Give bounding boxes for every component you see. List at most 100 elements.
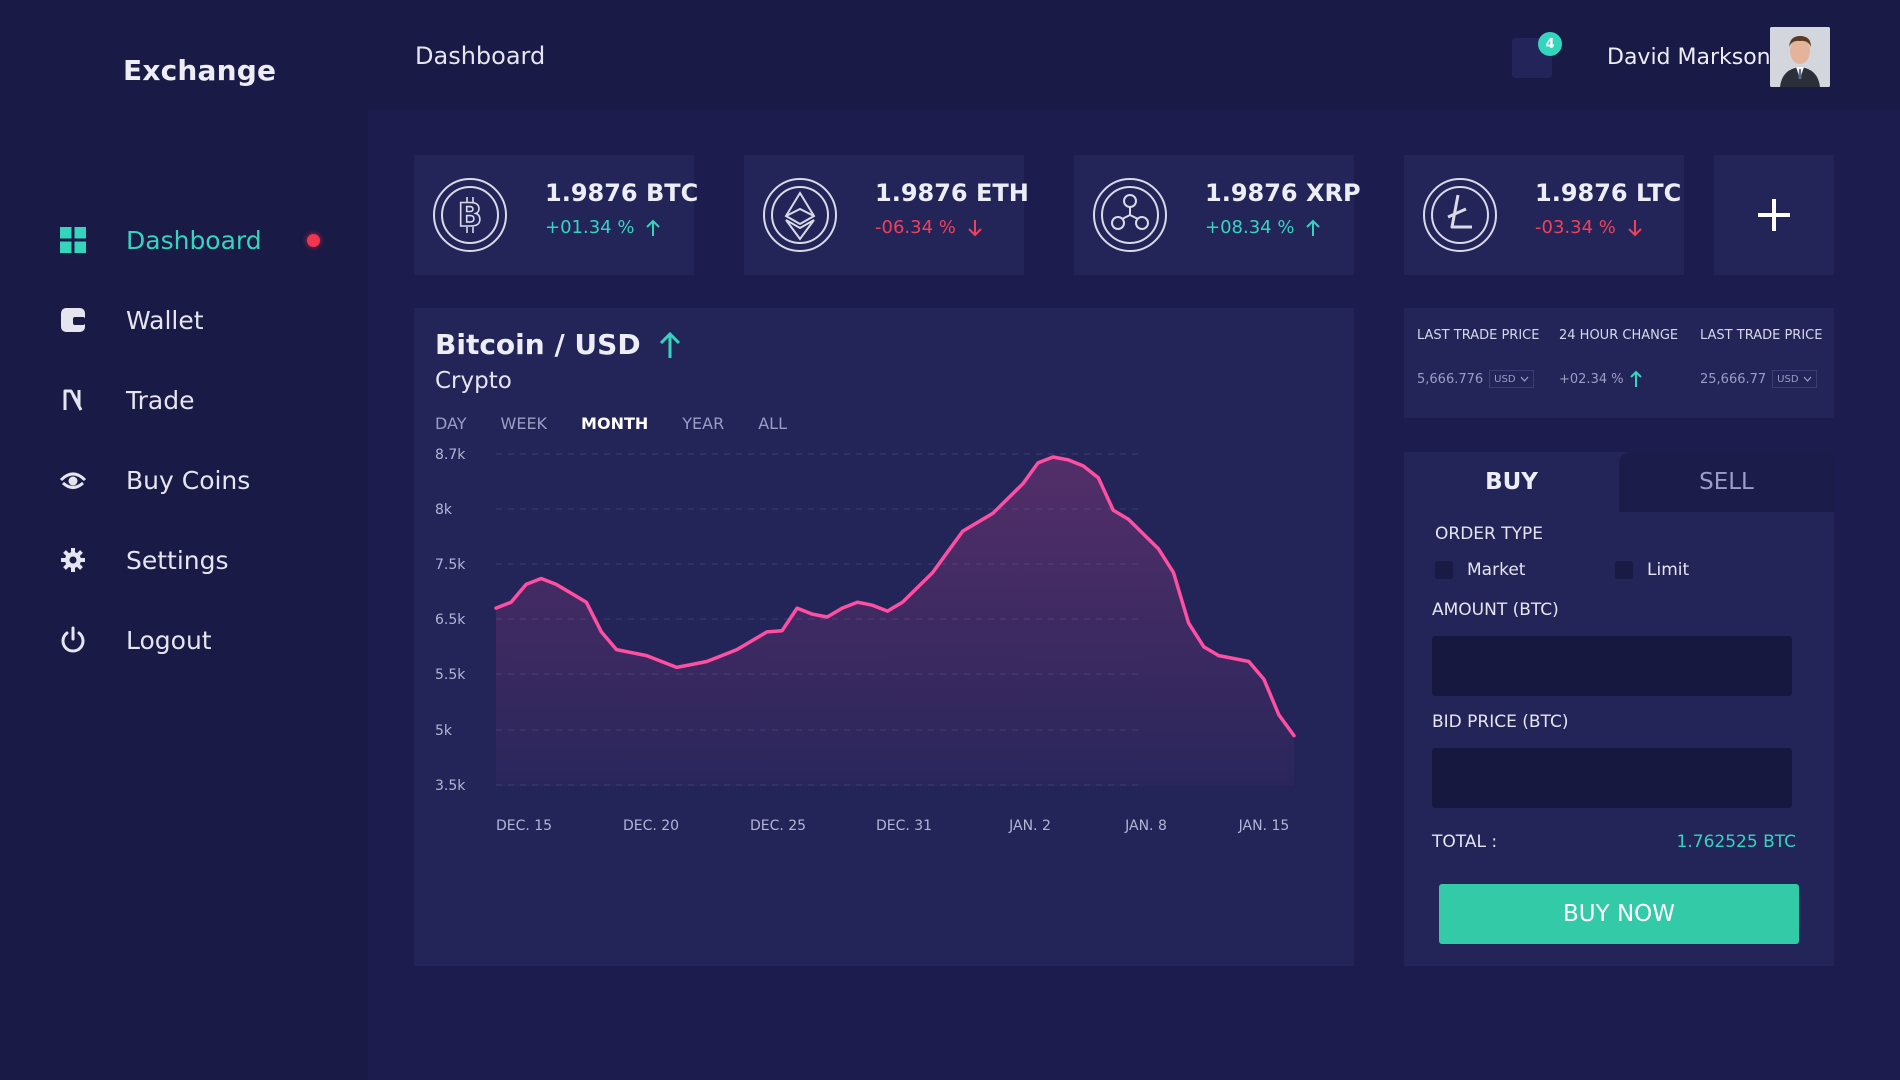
total-label: TOTAL :	[1432, 832, 1498, 852]
power-icon	[58, 625, 88, 655]
tab-sell[interactable]: SELL	[1619, 452, 1834, 512]
page-title: Dashboard	[415, 42, 546, 70]
bid-price-input[interactable]	[1432, 748, 1792, 808]
notification-button[interactable]: 4	[1512, 32, 1562, 78]
coin-change-value: +01.34 %	[545, 217, 635, 238]
sidebar-item-label: Wallet	[126, 305, 204, 335]
coin-change-value: -06.34 %	[875, 217, 956, 238]
coin-change-value: -03.34 %	[1535, 217, 1616, 238]
total-value: 1.762525 BTC	[1676, 832, 1796, 852]
price-chart-card: Bitcoin / USD Crypto DAY WEEK MONTH YEAR…	[414, 308, 1354, 966]
x-tick-label: DEC. 25	[750, 818, 806, 834]
eye-icon	[58, 465, 88, 495]
currency-select-value: USD	[1777, 373, 1799, 385]
buy-now-button[interactable]: BUY NOW	[1439, 884, 1799, 944]
coin-card-btc[interactable]: B 1.9876 BTC +01.34 %	[414, 155, 698, 275]
range-tab-month[interactable]: MONTH	[581, 414, 649, 433]
coin-value: 1.9876 LTC	[1535, 179, 1682, 207]
price-chart[interactable]: 8.7k 8k 7.5k 6.5k 5.5k 5k 3.5k DEC. 15 DEC. 20 DE…	[414, 448, 1354, 958]
coin-value: 1.9876 XRP	[1205, 179, 1361, 207]
stat-24h-change-value: +02.34 %	[1559, 371, 1624, 387]
chart-title-text: Bitcoin / USD	[435, 328, 641, 361]
order-type-limit-label: Limit	[1647, 560, 1690, 580]
arrow-down-icon	[1628, 219, 1642, 236]
trade-icon	[58, 385, 88, 415]
market-checkbox[interactable]	[1435, 561, 1453, 579]
stat-24h-change: +02.34 %	[1559, 370, 1642, 388]
chart-area	[496, 457, 1294, 786]
notification-badge: 4	[1538, 32, 1562, 56]
x-tick-label: DEC. 15	[496, 818, 552, 834]
coin-change-value: +08.34 %	[1205, 217, 1295, 238]
y-tick-label: 7.5k	[435, 557, 466, 573]
bitcoin-icon: B	[433, 178, 507, 252]
sidebar-item-wallet[interactable]: Wallet	[0, 280, 368, 360]
currency-select[interactable]: USD	[1489, 370, 1534, 388]
y-tick-label: 5k	[435, 723, 453, 739]
y-tick-label: 3.5k	[435, 778, 466, 794]
y-tick-label: 8k	[435, 502, 453, 518]
stat-header-24h-change: 24 HOUR CHANGE	[1559, 328, 1679, 343]
tab-buy[interactable]: BUY	[1404, 452, 1619, 512]
sidebar-item-label: Trade	[126, 385, 195, 415]
range-tabs: DAY WEEK MONTH YEAR ALL	[435, 414, 821, 433]
sidebar-item-buy-coins[interactable]: Buy Coins	[0, 440, 368, 520]
stat-header-last-trade-2: LAST TRADE PRICE	[1700, 328, 1823, 343]
litecoin-icon	[1423, 178, 1497, 252]
brand-logo[interactable]: Exchange	[123, 54, 277, 87]
range-tab-year[interactable]: YEAR	[682, 414, 725, 433]
wallet-icon	[58, 305, 88, 335]
sidebar-item-label: Buy Coins	[126, 465, 251, 495]
market-stats-card: LAST TRADE PRICE 24 HOUR CHANGE LAST TRA…	[1404, 308, 1834, 418]
sidebar-item-label: Logout	[126, 625, 212, 655]
range-tab-day[interactable]: DAY	[435, 414, 467, 433]
avatar[interactable]	[1770, 27, 1830, 87]
chart-subtitle: Crypto	[435, 368, 512, 394]
add-coin-button[interactable]	[1714, 155, 1834, 275]
user-name[interactable]: David Markson	[1607, 45, 1771, 70]
coin-value: 1.9876 ETH	[875, 179, 1029, 207]
x-tick-label: DEC. 31	[876, 818, 932, 834]
sidebar-nav: Dashboard Wallet Trade Buy Coins Sett	[0, 200, 368, 680]
order-type-market-label: Market	[1467, 560, 1526, 580]
order-type-limit[interactable]: Limit	[1615, 560, 1689, 580]
amount-input[interactable]	[1432, 636, 1792, 696]
gear-icon	[58, 545, 88, 575]
ripple-icon	[1093, 178, 1167, 252]
sidebar-item-trade[interactable]: Trade	[0, 360, 368, 440]
coin-change: +01.34 %	[545, 217, 661, 238]
chevron-down-icon	[1803, 376, 1811, 382]
arrow-up-icon	[1629, 370, 1642, 387]
y-tick-label: 5.5k	[435, 667, 466, 683]
arrow-up-icon	[1306, 219, 1321, 236]
sidebar-item-settings[interactable]: Settings	[0, 520, 368, 600]
limit-checkbox[interactable]	[1615, 561, 1633, 579]
coin-card-xrp[interactable]: 1.9876 XRP +08.34 %	[1074, 155, 1361, 275]
ethereum-icon	[763, 178, 837, 252]
chart-line	[494, 455, 1296, 738]
currency-select-value: USD	[1494, 373, 1516, 385]
sidebar-item-logout[interactable]: Logout	[0, 600, 368, 680]
coin-card-ltc[interactable]: 1.9876 LTC -03.34 %	[1404, 155, 1684, 275]
sidebar: Exchange Dashboard Wallet Trade Buy Coi	[0, 0, 368, 1080]
arrow-down-icon	[968, 219, 982, 236]
currency-select[interactable]: USD	[1772, 370, 1817, 388]
arrow-up-icon	[659, 331, 680, 358]
sidebar-item-label: Settings	[126, 545, 229, 575]
stat-last-trade-2: 25,666.77 USD	[1700, 370, 1817, 388]
range-tab-week[interactable]: WEEK	[500, 414, 548, 433]
sidebar-item-dashboard[interactable]: Dashboard	[0, 200, 368, 280]
coin-card-eth[interactable]: 1.9876 ETH -06.34 %	[744, 155, 1029, 275]
grid-icon	[58, 225, 88, 255]
chevron-down-icon	[1520, 376, 1528, 382]
main-content: B 1.9876 BTC +01.34 % 1.9876 ETH -06.34 …	[368, 110, 1900, 1080]
order-type-market[interactable]: Market	[1435, 560, 1525, 580]
x-tick-label: DEC. 20	[623, 818, 679, 834]
y-tick-label: 8.7k	[435, 448, 466, 463]
x-tick-label: JAN. 15	[1238, 818, 1290, 834]
range-tab-all[interactable]: ALL	[758, 414, 787, 433]
arrow-up-icon	[646, 219, 661, 236]
trade-card: BUY SELL ORDER TYPE Market Limit AMOUNT …	[1404, 452, 1834, 966]
bid-price-label: BID PRICE (BTC)	[1432, 712, 1569, 732]
x-tick-label: JAN. 8	[1124, 818, 1167, 834]
